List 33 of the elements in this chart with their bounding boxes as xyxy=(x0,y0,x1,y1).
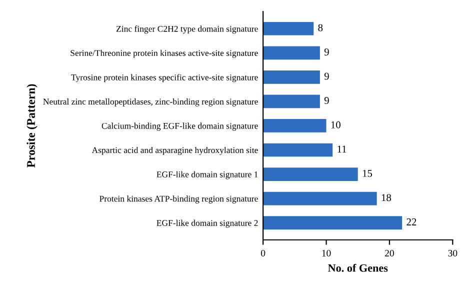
y-tick-label: EGF-like domain signature 2 xyxy=(156,220,258,228)
y-tick-label: Zinc finger C2H2 type domain signature xyxy=(116,26,258,34)
data-label: 9 xyxy=(324,72,329,80)
bar xyxy=(263,70,320,84)
data-label: 8 xyxy=(318,24,323,32)
x-tick-label: 10 xyxy=(322,250,331,256)
data-label: 10 xyxy=(331,121,340,128)
bar xyxy=(263,46,320,60)
bar xyxy=(263,192,377,206)
y-tick-label: Calcium-binding EGF-like domain signature xyxy=(102,122,258,131)
x-tick-label: 0 xyxy=(261,250,266,256)
y-tick-label: Tyrosine protein kinases specific active-site signature xyxy=(71,74,258,82)
bar xyxy=(263,22,314,36)
y-tick-label: Aspartic acid and asparagine hydroxylation site xyxy=(92,146,258,155)
data-label: 9 xyxy=(324,97,329,104)
bar xyxy=(263,143,333,157)
bar xyxy=(263,216,402,230)
y-tick-label: Neutral zinc metallopeptidases, zinc-binding region signature xyxy=(43,98,258,106)
data-label: 11 xyxy=(338,146,346,152)
y-tick-label: Protein kinases ATP-binding region signature xyxy=(100,196,258,204)
bar xyxy=(263,119,326,132)
y-tick-label: EGF-like domain signature 1 xyxy=(156,171,258,180)
data-label: 18 xyxy=(382,194,392,202)
y-axis-title: Prosite (Pattern) xyxy=(26,84,38,168)
x-tick-label: 30 xyxy=(448,250,458,256)
x-axis-title: No. of Genes xyxy=(328,264,388,272)
x-tick-label: 20 xyxy=(385,250,394,256)
bar xyxy=(263,168,358,181)
data-label: 15 xyxy=(362,170,372,177)
data-label: 9 xyxy=(324,48,329,56)
bar xyxy=(263,94,320,108)
data-label: 22 xyxy=(406,218,416,226)
y-tick-label: Serine/Threonine protein kinases active-site signature xyxy=(70,50,258,58)
